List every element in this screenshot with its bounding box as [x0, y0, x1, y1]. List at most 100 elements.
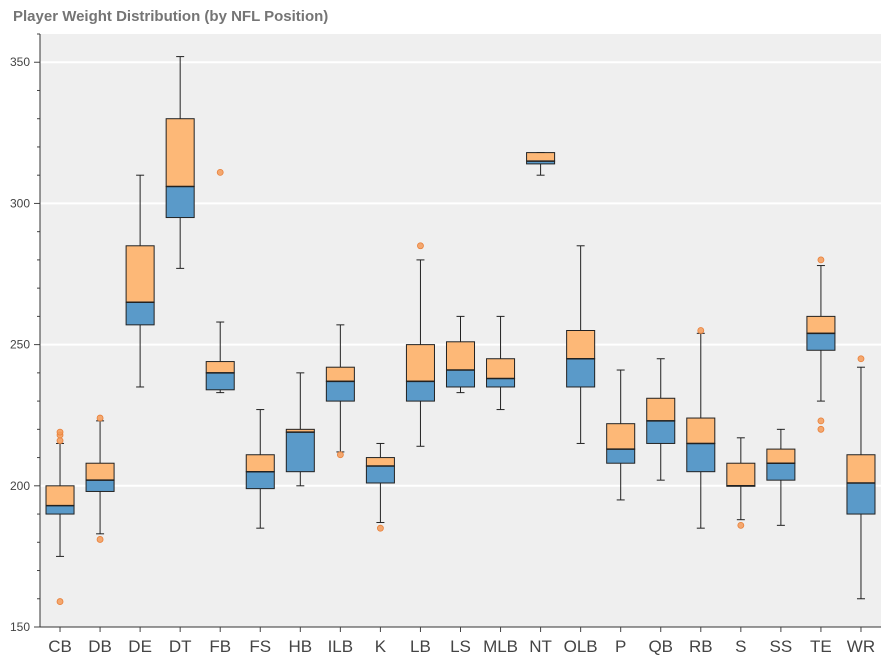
outlier-point [56, 598, 64, 605]
box-lower-qb [646, 420, 676, 444]
y-tick-label-250: 250 [10, 338, 30, 352]
x-tick-label-wr: WR [847, 637, 875, 656]
box-lower-hb [285, 431, 315, 473]
box-hb [285, 372, 315, 487]
box-upper-ls [445, 341, 476, 371]
box-upper-ss [766, 448, 796, 464]
box-lower-cb [45, 505, 75, 515]
x-tick-label-ss: SS [770, 637, 793, 656]
y-tick-label-150: 150 [10, 620, 30, 634]
outlier-point [417, 242, 424, 250]
box-nt [526, 152, 556, 176]
box-upper-mlb [486, 358, 516, 380]
outlier-point [817, 417, 825, 425]
box-lower-te [806, 332, 836, 351]
x-tick-label-lb: LB [410, 637, 431, 656]
x-tick-label-fb: FB [209, 637, 231, 656]
y-tick-label-200: 200 [10, 479, 30, 493]
box-lower-ilb [325, 380, 355, 402]
box-lower-mlb [486, 378, 516, 388]
box-cb [45, 428, 75, 605]
outlier-point [56, 437, 64, 445]
box-upper-wr [846, 454, 876, 484]
y-tick-label-300: 300 [10, 196, 30, 210]
x-tick-label-fs: FS [249, 637, 271, 656]
box-lower-wr [846, 482, 876, 515]
box-dt [165, 56, 195, 269]
box-s [726, 437, 756, 529]
box-lower-k [365, 465, 395, 484]
box-upper-cb [45, 485, 75, 507]
x-tick-label-ilb: ILB [328, 637, 354, 656]
outlier-point [96, 536, 104, 543]
outlier-point [737, 521, 745, 529]
box-upper-dt [165, 118, 195, 187]
box-de [125, 174, 155, 388]
box-lower-dt [165, 185, 195, 219]
box-upper-fs [245, 454, 275, 473]
outlier-point [817, 425, 825, 433]
outlier-point [817, 256, 825, 264]
x-tick-label-cb: CB [48, 637, 72, 656]
x-tick-label-rb: RB [689, 637, 713, 656]
box-lower-fb [205, 372, 235, 391]
box-upper-db [85, 462, 115, 481]
x-tick-label-mlb: MLB [483, 637, 518, 656]
box-fb [205, 168, 235, 394]
box-lower-olb [566, 358, 596, 388]
boxes [45, 56, 876, 605]
box-lower-fs [245, 471, 275, 490]
y-tick-label-350: 350 [10, 55, 30, 69]
outlier-point [857, 355, 865, 363]
box-upper-de [125, 245, 155, 303]
box-lb [405, 242, 435, 447]
x-tick-label-dt: DT [169, 637, 192, 656]
outlier-point [697, 327, 705, 334]
box-lower-ls [445, 369, 476, 388]
chart-title: Player Weight Distribution (by NFL Posit… [13, 8, 329, 25]
x-tick-label-k: K [375, 637, 387, 656]
x-tick-label-s: S [735, 637, 746, 656]
x-tick-label-p: P [615, 637, 626, 656]
box-lower-lb [405, 380, 435, 402]
x-tick-label-olb: OLB [564, 637, 598, 656]
box-upper-lb [405, 344, 435, 382]
box-mlb [486, 315, 516, 411]
box-upper-fb [205, 361, 235, 374]
outlier-point [56, 428, 64, 436]
outlier-point [377, 524, 384, 532]
box-te [806, 256, 836, 433]
x-tick-label-qb: QB [648, 637, 673, 656]
box-upper-nt [526, 152, 556, 162]
box-upper-ilb [325, 366, 355, 382]
box-lower-ss [766, 462, 796, 481]
box-rb [686, 327, 716, 529]
x-tick-label-ls: LS [450, 637, 471, 656]
box-lower-rb [686, 442, 716, 473]
axes: 150 200 250 300 350 CB DB DE DT FB FS HB ILB K LB LS MLB… [10, 33, 881, 656]
box-ilb [325, 324, 355, 459]
box-ls [445, 315, 476, 394]
box-lower-de [125, 301, 155, 326]
box-lower-p [606, 448, 636, 464]
box-fs [245, 409, 275, 529]
box-lower-db [85, 479, 115, 492]
box-upper-k [365, 457, 395, 467]
box-qb [646, 358, 676, 481]
box-olb [566, 245, 596, 444]
box-wr [846, 355, 876, 600]
box-db [85, 414, 115, 543]
box-upper-p [606, 423, 636, 450]
box-upper-s [726, 462, 756, 487]
box-upper-olb [566, 330, 596, 360]
x-tick-label-db: DB [88, 637, 112, 656]
outlier-point [336, 451, 344, 459]
x-tick-label-te: TE [810, 637, 832, 656]
box-upper-qb [646, 397, 676, 422]
x-tick-label-hb: HB [288, 637, 312, 656]
x-tick-label-nt: NT [529, 637, 552, 656]
outlier-point [96, 414, 104, 422]
box-k [365, 442, 395, 532]
